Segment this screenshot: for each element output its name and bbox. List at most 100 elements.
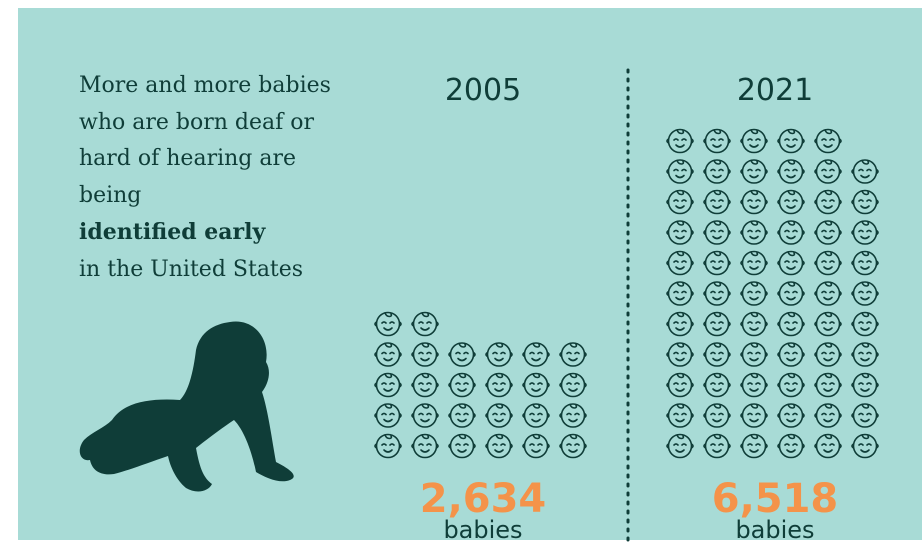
- icon-eye: [493, 353, 497, 354]
- icon-hair: [862, 191, 868, 195]
- baby-icon: [412, 374, 438, 397]
- icon-ear: [704, 231, 730, 235]
- baby-icon: [704, 313, 730, 336]
- icon-ear: [852, 231, 878, 235]
- icon-ear: [815, 292, 841, 296]
- icon-smile: [532, 450, 540, 452]
- baby-icon: [778, 130, 804, 153]
- icon-eye: [464, 353, 468, 354]
- icon-ear: [815, 231, 841, 235]
- baby-icon: [815, 160, 841, 183]
- icon-ear: [704, 200, 730, 204]
- baby-icon: [523, 404, 549, 427]
- icon-ear: [815, 170, 841, 174]
- icon-eye: [756, 200, 760, 201]
- chart: 20052,634babies20216,518babies: [0, 0, 922, 543]
- baby-icon: [523, 374, 549, 397]
- icon-eye: [822, 414, 826, 415]
- icon-hair: [788, 252, 794, 256]
- icon-ear: [412, 414, 438, 418]
- icon-eye: [711, 414, 715, 415]
- icon-smile: [384, 359, 392, 361]
- icon-ear: [412, 444, 438, 448]
- baby-icon: [741, 160, 767, 183]
- icon-ear: [852, 444, 878, 448]
- icon-ear: [667, 444, 693, 448]
- icon-ear: [778, 383, 804, 387]
- icon-eye: [382, 353, 386, 354]
- icon-ear: [815, 414, 841, 418]
- icon-eye: [867, 414, 871, 415]
- icon-eye: [859, 414, 863, 415]
- icon-smile: [676, 145, 684, 147]
- baby-icon: [560, 374, 586, 397]
- icon-eye: [674, 231, 678, 232]
- icon-hair: [788, 130, 794, 134]
- icon-hair: [496, 374, 502, 378]
- icon-eye: [427, 383, 431, 384]
- icon-smile: [750, 328, 758, 330]
- icon-eye: [711, 383, 715, 384]
- icon-smile: [676, 450, 684, 452]
- baby-icon: [449, 435, 475, 458]
- icon-eye: [493, 444, 497, 445]
- icon-hair: [788, 222, 794, 226]
- icon-smile: [421, 389, 429, 391]
- baby-icon: [704, 130, 730, 153]
- icon-smile: [861, 420, 869, 422]
- icon-hair: [862, 313, 868, 317]
- icon-smile: [750, 420, 758, 422]
- icon-smile: [713, 450, 721, 452]
- icon-smile: [713, 298, 721, 300]
- icon-ear: [667, 322, 693, 326]
- icon-eye: [756, 383, 760, 384]
- icon-ear: [815, 261, 841, 265]
- icon-hair: [570, 405, 576, 409]
- icon-ear: [741, 353, 767, 357]
- icon-eye: [711, 231, 715, 232]
- icon-eye: [682, 292, 686, 293]
- icon-ear: [667, 200, 693, 204]
- icon-eye: [682, 414, 686, 415]
- icon-eye: [748, 200, 752, 201]
- baby-icon: [778, 343, 804, 366]
- icon-eye: [419, 414, 423, 415]
- icon-smile: [676, 206, 684, 208]
- icon-ear: [560, 414, 586, 418]
- icon-smile: [861, 298, 869, 300]
- icon-eye: [793, 261, 797, 262]
- icon-eye: [719, 322, 723, 323]
- icon-hair: [422, 374, 428, 378]
- icon-ear: [704, 383, 730, 387]
- icon-eye: [830, 170, 834, 171]
- icon-eye: [711, 139, 715, 140]
- icon-ear: [449, 444, 475, 448]
- icon-smile: [458, 420, 466, 422]
- icon-eye: [822, 444, 826, 445]
- icon-hair: [788, 374, 794, 378]
- icon-eye: [756, 414, 760, 415]
- icon-hair: [788, 344, 794, 348]
- baby-icon: [704, 252, 730, 275]
- icon-eye: [748, 414, 752, 415]
- baby-icon: [815, 191, 841, 214]
- icon-smile: [384, 328, 392, 330]
- icon-eye: [830, 444, 834, 445]
- icon-smile: [384, 420, 392, 422]
- icon-eye: [785, 444, 789, 445]
- icon-ear: [667, 170, 693, 174]
- icon-hair: [385, 374, 391, 378]
- icon-eye: [575, 353, 579, 354]
- icon-eye: [390, 322, 394, 323]
- icon-eye: [501, 383, 505, 384]
- icon-hair: [825, 344, 831, 348]
- icon-smile: [713, 145, 721, 147]
- icon-hair: [788, 191, 794, 195]
- icon-hair: [570, 435, 576, 439]
- icon-eye: [538, 444, 542, 445]
- icon-eye: [382, 383, 386, 384]
- icon-eye: [785, 231, 789, 232]
- baby-icon: [704, 404, 730, 427]
- baby-icon: [741, 404, 767, 427]
- baby-icon: [412, 343, 438, 366]
